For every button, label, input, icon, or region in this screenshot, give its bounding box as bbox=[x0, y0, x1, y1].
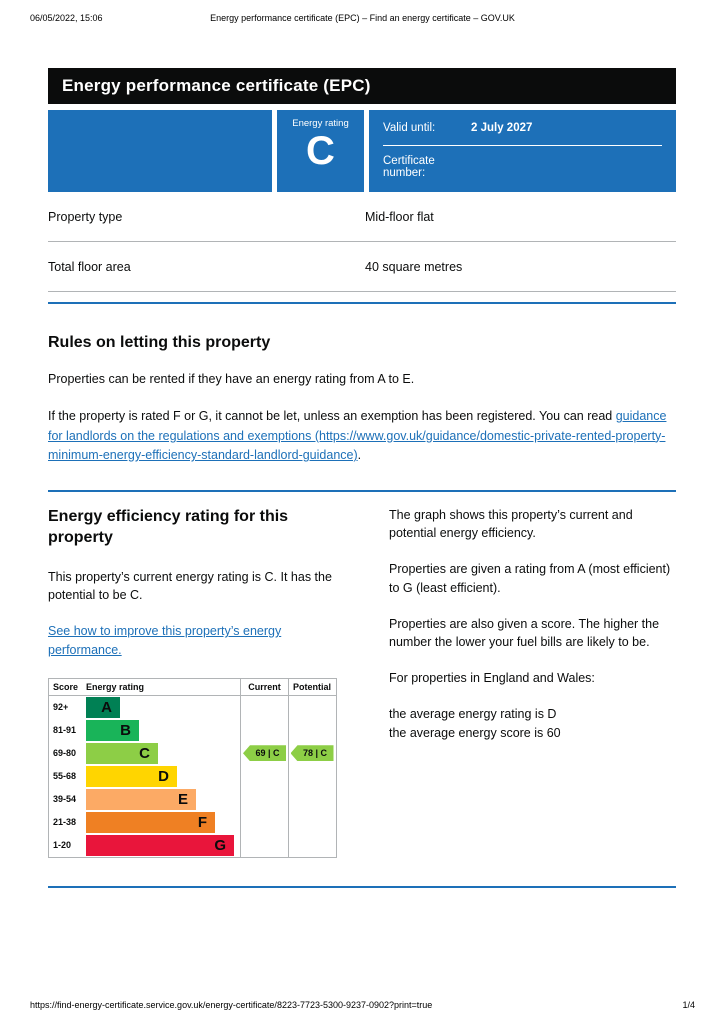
property-row-value: 40 square metres bbox=[365, 260, 463, 274]
property-row: Total floor area 40 square metres bbox=[48, 242, 676, 292]
current-column-cell: 69 | C bbox=[240, 741, 288, 765]
potential-column-cell bbox=[288, 718, 335, 742]
valid-until-label: Valid until: bbox=[383, 122, 436, 134]
energy-rating-label: Energy rating bbox=[292, 118, 349, 129]
current-column-cell bbox=[240, 695, 288, 719]
explanation-paragraph: The graph shows this property’s current … bbox=[389, 507, 633, 541]
current-column-cell bbox=[240, 764, 288, 788]
letting-rules-heading: Rules on letting this property bbox=[48, 334, 271, 351]
current-column-cell bbox=[240, 787, 288, 811]
rating-band-row: 81-91 B bbox=[49, 718, 336, 742]
property-row: Property type Mid-floor flat bbox=[48, 192, 676, 242]
explanation-paragraph: Properties are given a rating from A (mo… bbox=[389, 562, 671, 595]
print-timestamp: 06/05/2022, 15:06 bbox=[30, 13, 103, 23]
valid-until-value: 2 July 2027 bbox=[471, 122, 533, 134]
current-column-cell bbox=[240, 833, 288, 857]
potential-column-cell bbox=[288, 764, 335, 788]
current-rating-text: This property’s current energy rating is… bbox=[48, 569, 332, 603]
print-page-title: Energy performance certificate (EPC) – F… bbox=[210, 13, 515, 23]
letting-guidance-paragraph: If the property is rated F or G, it cann… bbox=[48, 407, 676, 465]
rating-band-main: 55-68 D bbox=[49, 765, 240, 788]
property-row-label: Property type bbox=[48, 210, 123, 224]
print-header: 06/05/2022, 15:06 Energy performance cer… bbox=[30, 13, 695, 25]
chart-header-potential: Potential bbox=[288, 678, 335, 695]
rating-band-row: 92+ A bbox=[49, 695, 336, 719]
rating-band-main: 1-20 G bbox=[49, 834, 240, 857]
potential-column-cell bbox=[288, 810, 335, 834]
explanation-paragraph: the average energy rating is D the avera… bbox=[389, 706, 561, 740]
validity-divider bbox=[383, 145, 662, 146]
band-bar-e: E bbox=[86, 788, 196, 810]
band-bar-b: B bbox=[86, 719, 139, 741]
band-bar-d: D bbox=[86, 765, 177, 787]
rating-band-row: 69-80 C 69 | C 78 | C bbox=[49, 741, 336, 765]
section-divider bbox=[48, 489, 676, 492]
print-footer: https://find-energy-certificate.service.… bbox=[30, 1000, 695, 1010]
section-divider bbox=[48, 885, 676, 888]
potential-column-cell bbox=[288, 787, 335, 811]
band-score: 21-38 bbox=[53, 817, 77, 828]
current-column-cell bbox=[240, 718, 288, 742]
rating-band-main: 21-38 F bbox=[49, 811, 240, 834]
band-bar-c: C bbox=[86, 742, 158, 764]
certificate-number-label: Certificate number: bbox=[383, 155, 435, 179]
source-url: https://find-energy-certificate.service.… bbox=[30, 1000, 433, 1010]
property-row-label: Total floor area bbox=[48, 260, 131, 274]
energy-rating-chart: Score Energy rating Current Potential 92… bbox=[48, 677, 337, 858]
chart-header-rating: Energy rating bbox=[86, 681, 145, 692]
efficiency-section: Energy efficiency rating for this proper… bbox=[48, 506, 676, 858]
band-score: 92+ bbox=[53, 702, 69, 713]
rating-band-row: 1-20 G bbox=[49, 833, 336, 857]
band-bar-f: F bbox=[86, 811, 215, 833]
explanation-paragraph: Properties are also given a score. The h… bbox=[389, 616, 660, 650]
chart-header-main: Score Energy rating bbox=[49, 679, 240, 695]
certificate-banner-title: Energy performance certificate (EPC) bbox=[48, 68, 676, 104]
energy-rating-box: Energy rating C bbox=[277, 110, 364, 192]
property-row-value: Mid-floor flat bbox=[365, 210, 434, 224]
potential-rating-marker: 78 | C bbox=[290, 745, 334, 762]
rating-band-main: 39-54 E bbox=[49, 788, 240, 811]
graph-explanation: The graph shows this property’s current … bbox=[389, 506, 676, 858]
band-score: 39-54 bbox=[53, 794, 77, 805]
improve-performance-link[interactable]: See how to improve this property’s energ… bbox=[48, 624, 282, 657]
chart-header-current: Current bbox=[240, 678, 288, 695]
address-box bbox=[48, 110, 272, 192]
band-bar-a: A bbox=[86, 696, 120, 718]
rating-band-row: 39-54 E bbox=[49, 787, 336, 811]
efficiency-heading: Energy efficiency rating for this proper… bbox=[48, 507, 289, 547]
current-rating-marker: 69 | C bbox=[243, 745, 286, 762]
guidance-text-after: . bbox=[357, 448, 362, 463]
rating-band-main: 92+ A bbox=[49, 696, 240, 719]
current-column-cell bbox=[240, 810, 288, 834]
potential-column-cell bbox=[288, 695, 335, 719]
certificate-content: Energy performance certificate (EPC) Ene… bbox=[48, 68, 676, 888]
letting-rules-paragraph: Properties can be rented if they have an… bbox=[48, 372, 415, 386]
page-number: 1/4 bbox=[682, 1000, 695, 1010]
letting-rules-section: Rules on letting this property Propertie… bbox=[48, 334, 676, 466]
certificate-summary: Energy rating C Valid until: 2 July 2027… bbox=[48, 110, 676, 192]
rating-band-main: 81-91 B bbox=[49, 719, 240, 742]
explanation-paragraph: For properties in England and Wales: bbox=[389, 671, 595, 685]
potential-column-cell bbox=[288, 833, 335, 857]
band-score: 1-20 bbox=[53, 840, 72, 851]
rating-band-row: 21-38 F bbox=[49, 810, 336, 834]
chart-header-score: Score bbox=[53, 681, 79, 692]
chart-header: Score Energy rating Current Potential bbox=[49, 678, 336, 696]
landlord-guidance-link[interactable]: guidance for landlords on the regulation… bbox=[48, 409, 667, 463]
energy-rating-letter: C bbox=[306, 129, 335, 173]
band-score: 81-91 bbox=[53, 725, 77, 736]
section-divider bbox=[48, 302, 676, 304]
validity-box: Valid until: 2 July 2027 Certificate num… bbox=[369, 110, 676, 192]
band-score: 69-80 bbox=[53, 748, 77, 759]
chart-body: 92+ A 81-91 B 69-80 C 69 | C 78 | C 55-68 D 39-54 E… bbox=[49, 695, 336, 857]
band-score: 55-68 bbox=[53, 771, 77, 782]
guidance-text-before: If the property is rated F or G, it cann… bbox=[48, 409, 616, 424]
rating-band-row: 55-68 D bbox=[49, 764, 336, 788]
property-table: Property type Mid-floor flat Total floor a… bbox=[48, 192, 676, 292]
rating-band-main: 69-80 C bbox=[49, 742, 240, 765]
band-bar-g: G bbox=[86, 834, 234, 856]
efficiency-left-column: Energy efficiency rating for this proper… bbox=[48, 506, 340, 858]
potential-column-cell: 78 | C bbox=[288, 741, 335, 765]
